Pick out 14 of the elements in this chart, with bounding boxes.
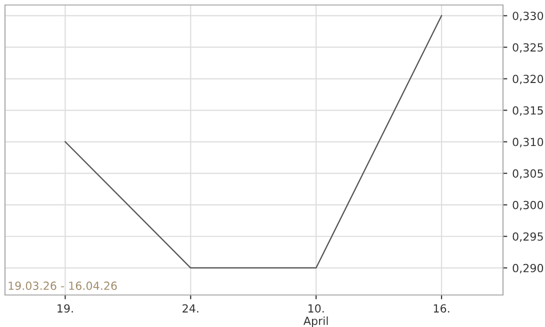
x-tick-label: 24. — [182, 304, 198, 312]
y-tick-label: 0,310 — [512, 138, 544, 148]
y-tick-label: 0,330 — [512, 12, 544, 22]
x-tick-label: 19. — [58, 304, 73, 313]
y-tick-label: 0,300 — [512, 200, 544, 210]
y-tick-label: 0,290 — [512, 264, 544, 274]
y-tick-label: 0,320 — [512, 74, 544, 84]
y-tick-label: 0,295 — [512, 232, 543, 242]
annotation: 19.03.26 - 16.04.26 — [8, 282, 117, 290]
y-tick-label: 0,315 — [512, 106, 543, 116]
x-tick-label: 16. — [434, 304, 450, 313]
y-tick-label: 0,325 — [512, 43, 543, 53]
x-tick-label: 10. April — [303, 304, 328, 327]
y-tick-label: 0,305 — [512, 169, 543, 179]
